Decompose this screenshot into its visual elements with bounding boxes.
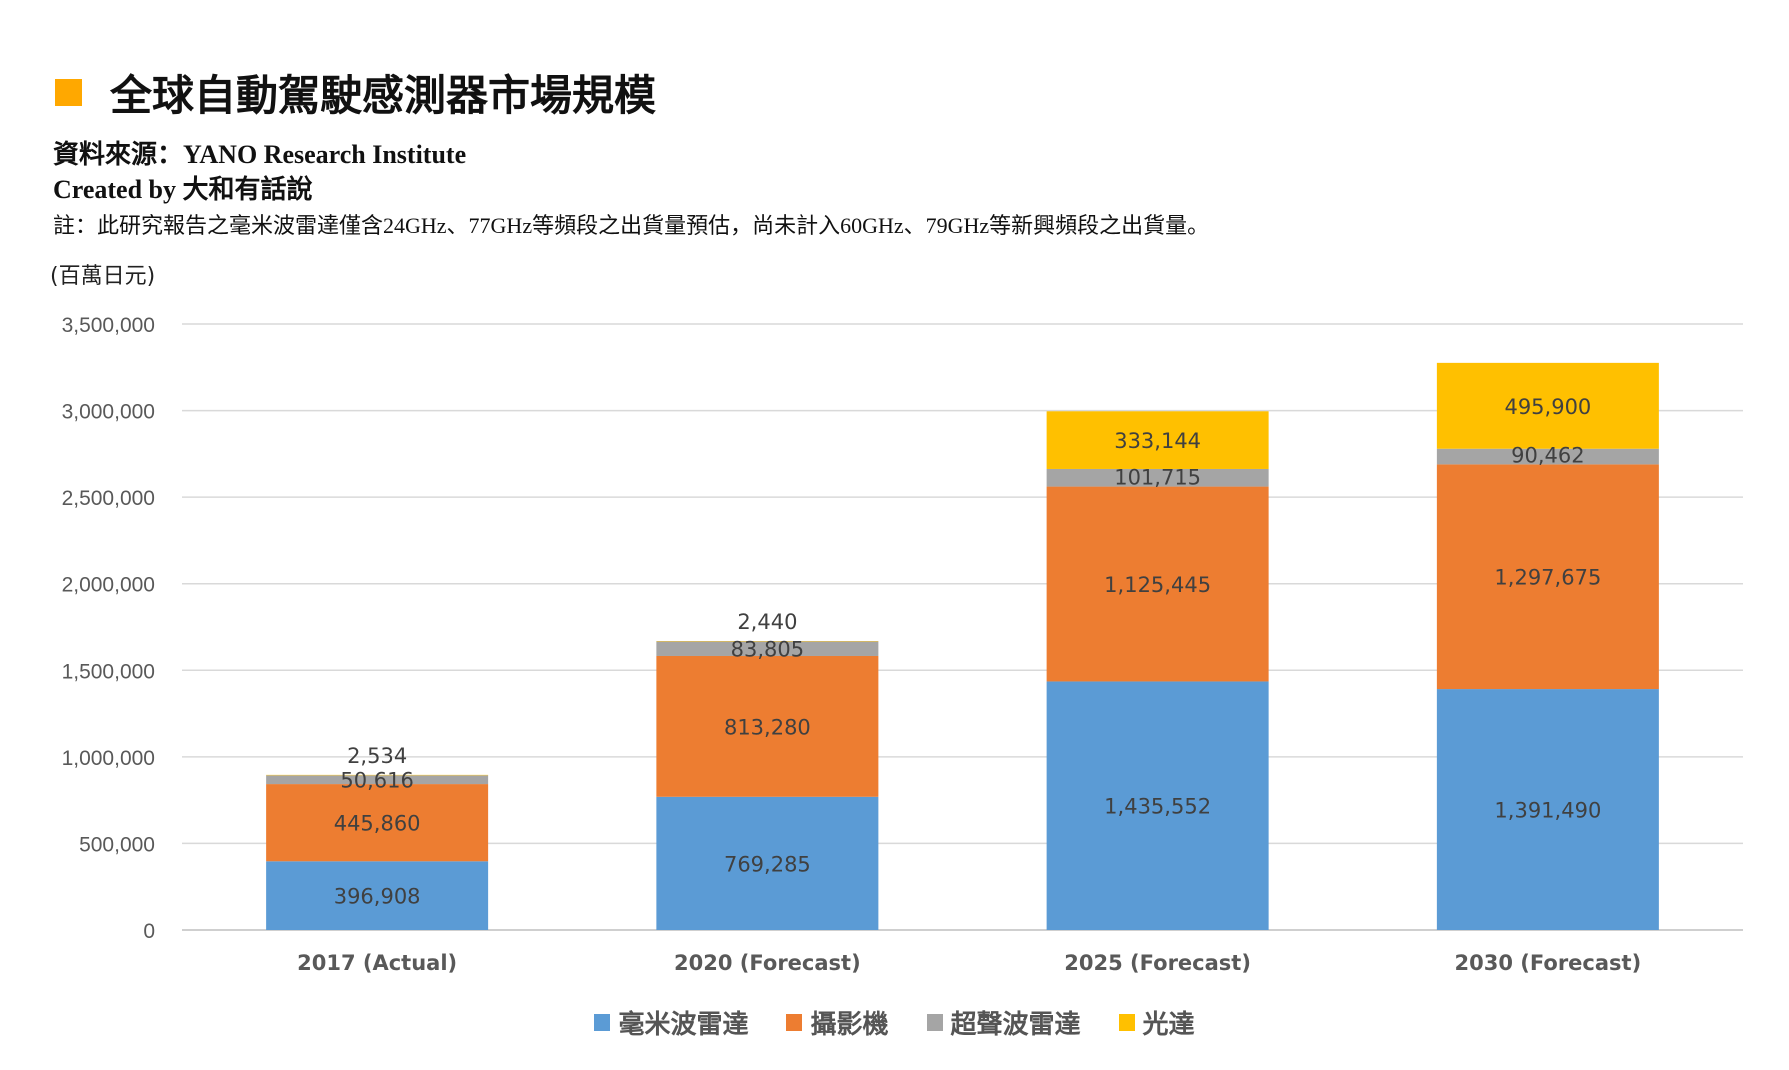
legend-swatch-icon	[786, 1014, 803, 1031]
legend-swatch-icon	[1118, 1014, 1135, 1031]
y-tick-label: 3,500,000	[62, 314, 155, 337]
bar-0	[1046, 681, 1269, 930]
bar-0	[656, 796, 879, 930]
title-bullet-icon	[55, 79, 82, 106]
legend-label: 超聲波雷達	[950, 1010, 1081, 1040]
note-text: 註：此研究報告之毫米波雷達僅含24GHz、77GHz等頻段之出貨量預估，尚未計入…	[53, 213, 1210, 238]
legend-label: 光達	[1142, 1010, 1195, 1040]
data-label: 813,280	[724, 715, 811, 739]
y-tick-label: 0	[143, 920, 155, 943]
bar-3	[1436, 362, 1659, 449]
data-label: 1,435,552	[1104, 795, 1211, 819]
created-by-text: Created by 大和有話說	[53, 175, 313, 204]
data-label: 396,908	[334, 885, 421, 909]
data-label: 1,297,675	[1494, 566, 1601, 590]
legend: 毫米波雷達 攝影機 超聲波雷達 光達	[0, 1004, 1789, 1041]
data-label: 2,440	[737, 610, 797, 634]
x-tick-label: 2017 (Actual)	[297, 951, 457, 975]
bar-1	[1436, 464, 1659, 690]
bar-1	[266, 784, 489, 862]
legend-item: 攝影機	[786, 1004, 889, 1041]
data-label: 101,715	[1114, 466, 1201, 490]
bar-1	[1046, 486, 1269, 682]
y-tick-label: 1,500,000	[62, 660, 155, 683]
data-label: 2,534	[347, 744, 407, 768]
source-text: 資料來源：YANO Research Institute	[53, 140, 467, 169]
data-label: 495,900	[1504, 395, 1591, 419]
bar-2	[656, 641, 879, 656]
legend-label: 毫米波雷達	[618, 1010, 749, 1040]
x-tick-label: 2030 (Forecast)	[1455, 951, 1642, 975]
bar-2	[266, 775, 489, 785]
y-tick-label: 3,000,000	[62, 401, 155, 424]
y-tick-label: 1,000,000	[62, 747, 155, 770]
data-label: 333,144	[1114, 429, 1201, 453]
data-label: 445,860	[334, 812, 421, 836]
bar-2	[1046, 468, 1269, 487]
x-tick-label: 2025 (Forecast)	[1064, 951, 1251, 975]
legend-label: 攝影機	[810, 1010, 889, 1040]
data-label: 90,462	[1511, 443, 1584, 467]
bar-1	[656, 655, 879, 797]
bar-3	[1046, 411, 1269, 469]
x-tick-label: 2020 (Forecast)	[674, 951, 861, 975]
legend-item: 超聲波雷達	[926, 1004, 1081, 1041]
legend-swatch-icon	[594, 1014, 611, 1031]
y-tick-label: 500,000	[79, 833, 155, 856]
legend-item: 光達	[1118, 1004, 1195, 1041]
title-text: 全球自動駕駛感測器市場規模	[110, 71, 657, 120]
bar-2	[1436, 448, 1659, 465]
y-tick-label: 2,000,000	[62, 574, 155, 597]
bar-0	[1436, 689, 1659, 930]
bar-0	[266, 861, 489, 930]
legend-swatch-icon	[926, 1014, 943, 1031]
data-label: 769,285	[724, 852, 811, 876]
data-label: 83,805	[731, 638, 804, 662]
y-unit-label: (百萬日元)	[50, 264, 156, 289]
data-label: 1,391,490	[1494, 799, 1601, 823]
y-tick-label: 2,500,000	[62, 487, 155, 510]
data-label: 1,125,445	[1104, 573, 1211, 597]
chart-title: 全球自動駕駛感測器市場規模	[55, 62, 656, 123]
legend-item: 毫米波雷達	[594, 1004, 748, 1041]
data-label: 50,616	[340, 769, 413, 793]
